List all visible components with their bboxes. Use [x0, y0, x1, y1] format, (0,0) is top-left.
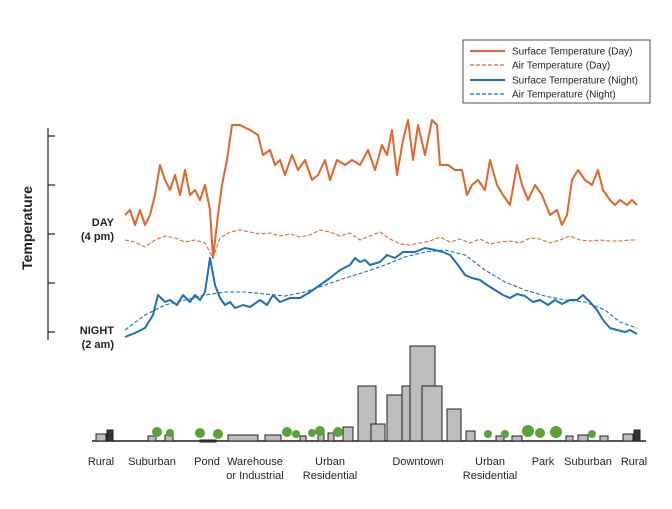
zone-label: Park: [532, 456, 555, 468]
trees: [152, 425, 596, 439]
buildings: [95, 345, 641, 443]
series-line: [124, 247, 638, 338]
series-line: [124, 119, 638, 259]
zone-label: Rural: [621, 456, 647, 468]
series-line: [124, 249, 638, 331]
zone-label: Residential: [303, 470, 357, 482]
zone-label: Residential: [463, 470, 517, 482]
zone-label: Suburban: [564, 456, 612, 468]
zone-label: Suburban: [128, 456, 176, 468]
legend-label: Surface Temperature (Night): [512, 76, 638, 87]
legend-label: Air Temperature (Day): [512, 61, 610, 72]
night-time: (2 am): [82, 339, 115, 351]
day-label: DAY: [92, 217, 115, 229]
zone-label: Urban: [475, 456, 505, 468]
legend-label: Surface Temperature (Day): [512, 47, 632, 58]
zone-label: Rural: [88, 456, 114, 468]
zone-label: Pond: [194, 456, 220, 468]
legend-label: Air Temperature (Night): [512, 90, 616, 101]
day-time: (4 pm): [81, 231, 114, 243]
zone-label: Urban: [315, 456, 345, 468]
series-line: [124, 229, 637, 259]
zone-label: or Industrial: [226, 470, 283, 482]
zone-label: Warehouse: [227, 456, 283, 468]
zone-label: Downtown: [392, 456, 443, 468]
night-label: NIGHT: [80, 325, 115, 337]
y-axis-label: Temperature: [19, 186, 35, 270]
